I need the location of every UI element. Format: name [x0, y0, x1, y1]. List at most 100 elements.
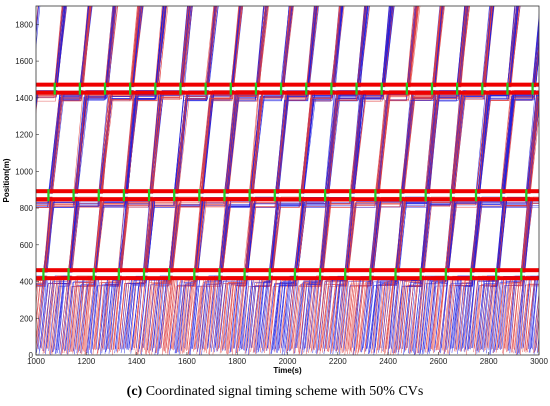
rv-trajectory: [487, 90, 539, 348]
red-signal-bar: [36, 189, 539, 194]
rv-trajectory: [264, 6, 341, 349]
cv-trajectory: [470, 104, 539, 350]
y-tick-label: 1600: [15, 57, 33, 66]
green-signal-segment: [92, 268, 95, 281]
rv-trajectory: [133, 6, 191, 351]
rv-trajectory: [288, 6, 340, 351]
green-signal-segment: [305, 82, 308, 95]
y-tick-label: 1800: [15, 20, 33, 29]
signal-bars: [22, 82, 539, 281]
rv-trajectory: [435, 6, 493, 351]
x-tick-label: 1600: [178, 357, 196, 366]
cv-trajectory: [367, 6, 467, 349]
green-signal-segment: [298, 189, 302, 202]
cv-trajectory: [181, 6, 242, 351]
cv-trajectory: [256, 6, 342, 354]
x-tick-label: 1800: [228, 357, 246, 366]
cv-trajectory: [266, 6, 370, 351]
cv-trajectory: [261, 6, 317, 354]
green-signal-segment: [279, 82, 283, 95]
cv-trajectory: [461, 51, 539, 352]
green-signal-segment: [456, 82, 459, 95]
green-signal-segment: [42, 268, 45, 281]
green-signal-segment: [204, 82, 207, 95]
x-tick-label: 3000: [530, 357, 548, 366]
rv-trajectory: [510, 200, 539, 349]
y-axis-label: Position(m): [2, 158, 11, 202]
rv-trajectory: [518, 284, 539, 353]
green-signal-segment: [318, 268, 322, 281]
rv-trajectory: [185, 6, 266, 350]
green-signal-segment: [198, 189, 201, 202]
red-signal-bar: [36, 90, 539, 95]
x-tick-label: 2200: [329, 357, 347, 366]
green-signal-segment: [147, 189, 151, 202]
green-signal-segment: [531, 82, 534, 95]
x-axis-label: Time(s): [273, 366, 302, 375]
green-signal-segment: [78, 82, 82, 95]
cv-trajectory: [523, 275, 539, 348]
rv-trajectory: [356, 6, 415, 349]
green-signal-segment: [229, 82, 232, 95]
rv-trajectory: [537, 337, 539, 353]
cv-trajectory: [531, 277, 539, 349]
green-signal-segment: [22, 189, 24, 201]
red-signal-bar: [36, 197, 539, 202]
caption-prefix: (c): [126, 384, 143, 399]
green-signal-segment: [173, 189, 176, 202]
green-signal-segment: [193, 268, 196, 281]
green-signal-segment: [248, 189, 251, 202]
green-signal-segment: [494, 268, 498, 281]
green-signal-segment: [218, 268, 221, 281]
cv-trajectory: [489, 22, 539, 355]
cv-trajectory: [36, 6, 67, 107]
cv-trajectory: [517, 206, 539, 355]
cv-trajectory: [62, 6, 116, 350]
x-tick-label: 2800: [480, 357, 498, 366]
cv-trajectory: [48, 6, 143, 351]
rv-trajectory: [334, 6, 395, 352]
cv-trajectory: [337, 6, 392, 350]
cv-trajectory: [501, 205, 539, 349]
x-tick-label: 1000: [27, 357, 45, 366]
rv-trajectory: [524, 278, 539, 351]
cv-trajectory: [36, 6, 64, 108]
cv-trajectory: [338, 6, 391, 355]
rv-trajectory: [513, 97, 539, 354]
green-signal-segment: [142, 268, 146, 281]
green-signal-segment: [405, 82, 408, 95]
rv-trajectory: [209, 6, 267, 355]
rv-trajectory: [89, 6, 163, 350]
green-signal-segment: [344, 268, 347, 281]
cv-trajectory: [519, 275, 539, 354]
cv-trajectory: [491, 95, 539, 350]
cv-trajectory: [508, 92, 539, 351]
green-signal-segment: [122, 189, 126, 202]
red-signal-bar: [36, 276, 539, 281]
y-tick-label: 600: [20, 241, 34, 250]
green-signal-segment: [424, 189, 427, 202]
rv-trajectory: [437, 6, 491, 351]
green-signal-segment: [419, 268, 422, 281]
rv-trajectory: [182, 6, 239, 354]
green-signal-segment: [254, 82, 258, 95]
green-signal-segment: [67, 268, 70, 281]
cv-trajectory: [36, 6, 63, 99]
rv-trajectory: [137, 6, 189, 355]
green-signal-segment: [349, 189, 352, 202]
green-signal-segment: [273, 189, 276, 202]
red-signal-bar: [36, 82, 539, 87]
caption-text: Coordinated signal timing scheme with 50…: [142, 384, 424, 399]
green-signal-segment: [117, 268, 121, 281]
green-signal-segment: [520, 268, 523, 281]
green-signal-segment: [369, 268, 372, 281]
rv-trajectory: [186, 6, 242, 350]
figure-caption: (c) Coordinated signal timing scheme wit…: [0, 384, 550, 400]
y-tick-label: 1400: [15, 94, 33, 103]
y-tick-label: 800: [20, 204, 34, 213]
green-signal-segment: [481, 82, 484, 95]
green-signal-segment: [500, 189, 503, 202]
green-signal-segment: [506, 82, 509, 95]
rv-trajectory: [504, 200, 539, 349]
rv-trajectory: [136, 6, 215, 355]
